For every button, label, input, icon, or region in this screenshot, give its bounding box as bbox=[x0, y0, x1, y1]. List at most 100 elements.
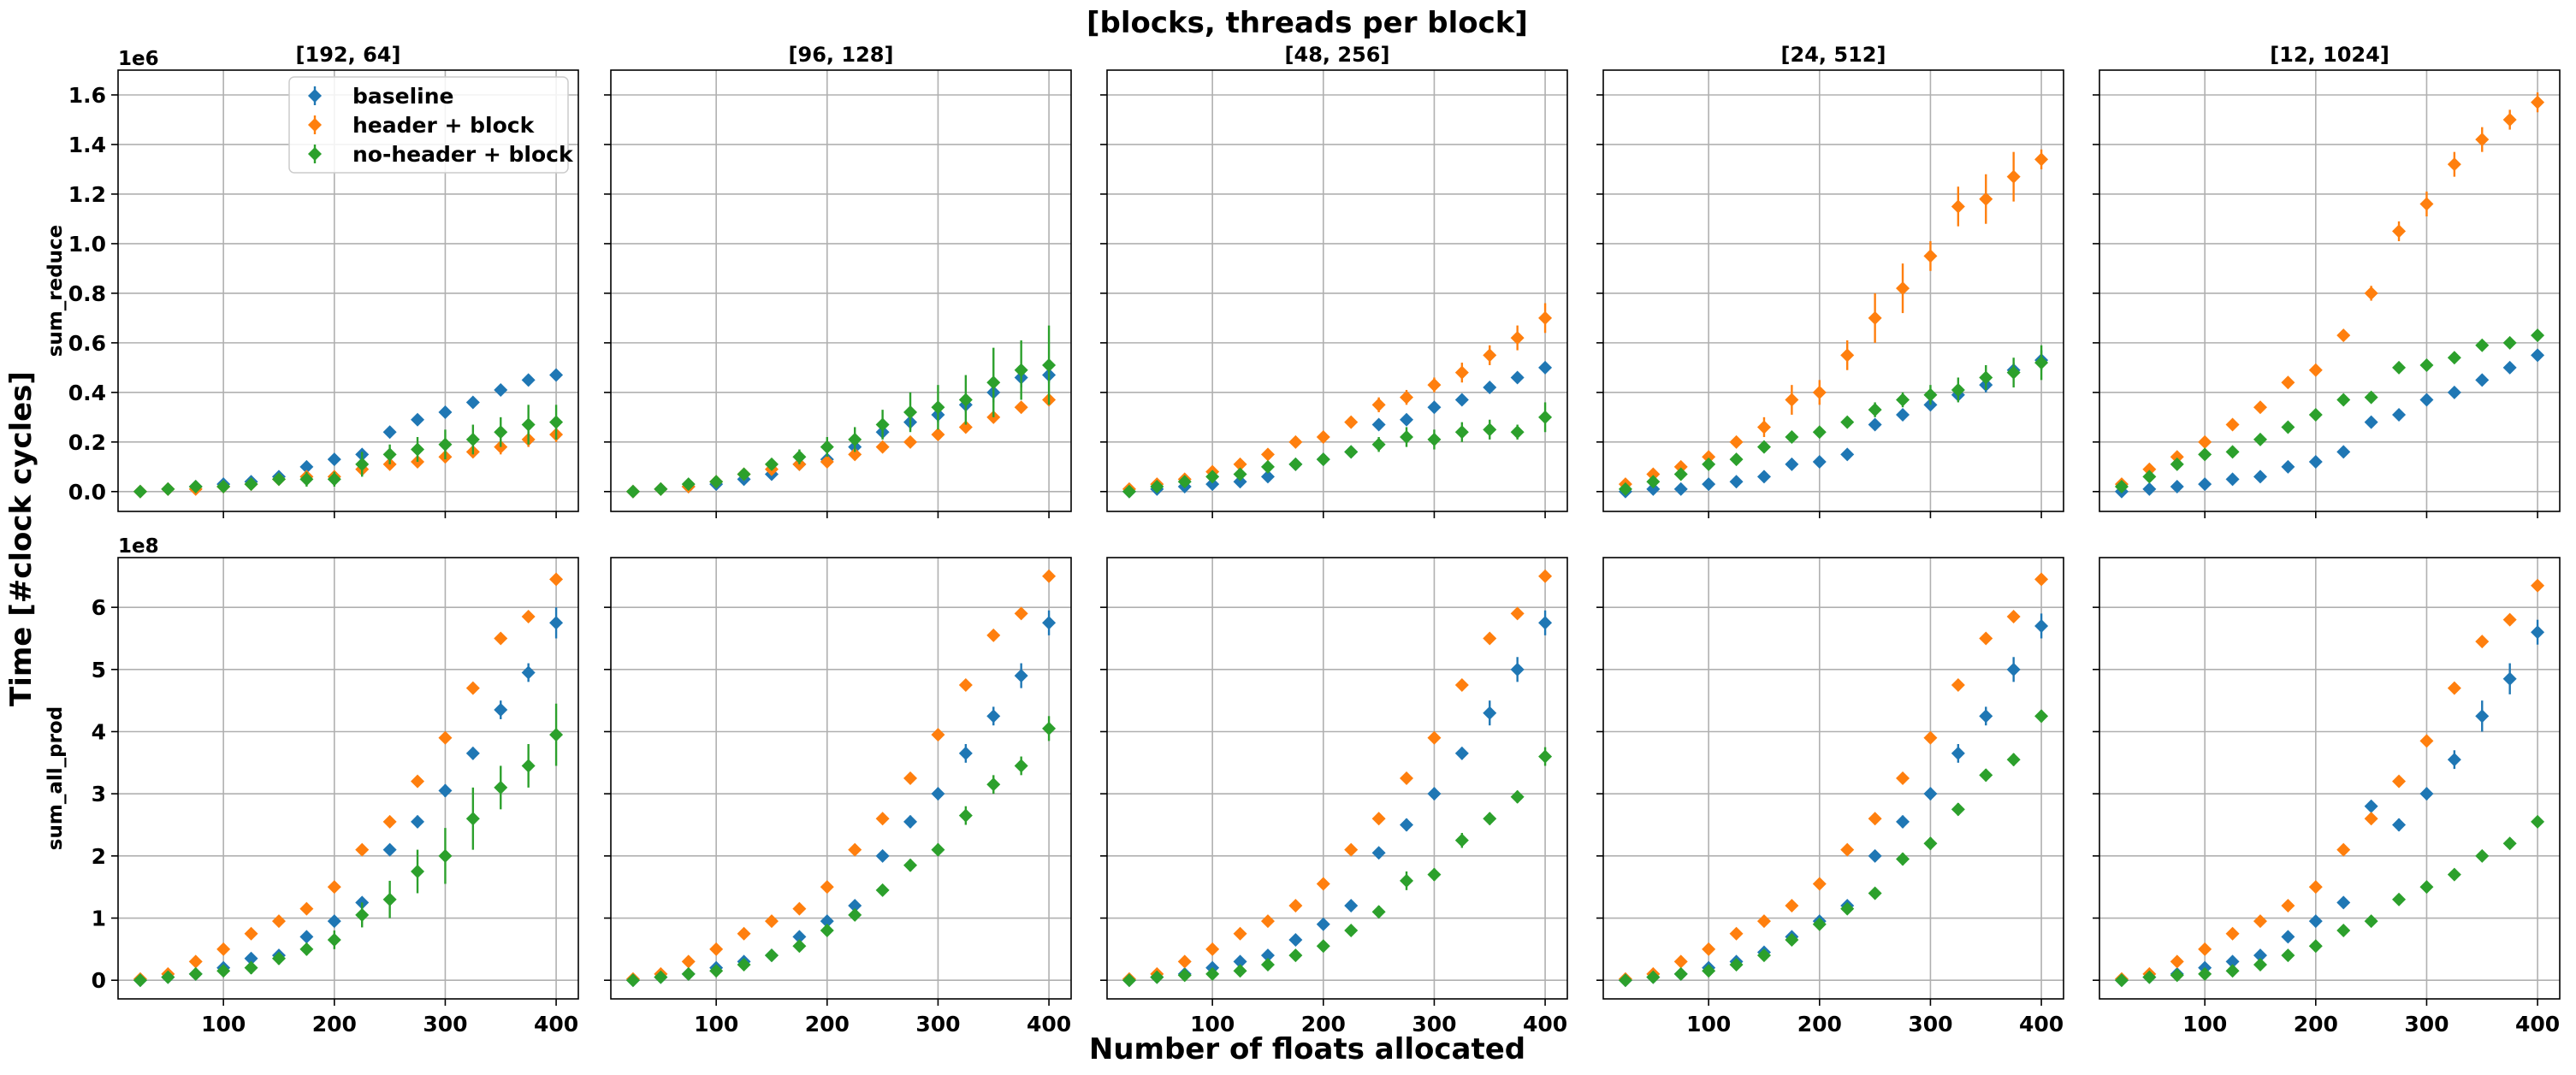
data-point bbox=[1673, 467, 1688, 481]
data-point bbox=[494, 703, 508, 718]
data-point bbox=[848, 432, 862, 446]
data-point bbox=[2447, 385, 2461, 399]
data-point bbox=[654, 970, 668, 984]
data-point bbox=[2034, 618, 2049, 633]
data-point bbox=[1288, 898, 1303, 913]
data-point bbox=[1233, 457, 1247, 471]
legend-entry-label: no-header + block bbox=[352, 142, 574, 167]
data-point bbox=[1427, 787, 1442, 801]
data-point bbox=[1260, 958, 1275, 972]
data-point bbox=[1812, 877, 1827, 891]
x-tick-label: 100 bbox=[2182, 1012, 2227, 1037]
data-point bbox=[1483, 631, 1497, 646]
data-point bbox=[2502, 112, 2517, 127]
data-point bbox=[299, 472, 314, 487]
data-point bbox=[1538, 410, 1553, 424]
data-point bbox=[1510, 789, 1525, 804]
data-point bbox=[2419, 197, 2434, 211]
data-point bbox=[1288, 948, 1303, 963]
data-point bbox=[1371, 437, 1386, 452]
data-point bbox=[1150, 970, 1164, 984]
data-point bbox=[986, 709, 1001, 724]
data-point bbox=[986, 777, 1001, 792]
panel-sum_all_prod-0: 0 1 2 3 4 5 6 100 200 300 400 bbox=[92, 557, 579, 1037]
legend-entry-label: header + block bbox=[352, 113, 536, 138]
data-point bbox=[1702, 457, 1716, 471]
data-point bbox=[1951, 199, 1965, 214]
data-point bbox=[2006, 753, 2021, 767]
data-point bbox=[1288, 932, 1303, 947]
data-point bbox=[2392, 224, 2407, 239]
data-point bbox=[1756, 948, 1771, 963]
data-point bbox=[931, 787, 945, 801]
data-point bbox=[1400, 771, 1414, 785]
panel-sum_reduce-4: [12, 1024] bbox=[2093, 43, 2561, 518]
data-point bbox=[2531, 578, 2545, 593]
data-point bbox=[2253, 948, 2267, 963]
data-point bbox=[1014, 400, 1028, 415]
legend-marker bbox=[308, 147, 322, 161]
data-point bbox=[1122, 973, 1136, 988]
data-point bbox=[709, 964, 724, 978]
data-point bbox=[1896, 852, 1910, 866]
data-point bbox=[1729, 958, 1744, 972]
data-point bbox=[1344, 924, 1359, 938]
data-point bbox=[1427, 400, 1442, 415]
panel-sum_reduce-0: 0.0 0.2 0.4 0.6 0.8 1.0 1.2 1.4 1.6 [192, 64] base… bbox=[68, 43, 579, 518]
data-point bbox=[521, 373, 536, 387]
x-tick-label: 300 bbox=[423, 1012, 467, 1037]
data-point bbox=[1400, 412, 1414, 427]
data-point bbox=[958, 808, 973, 823]
data-point bbox=[1729, 452, 1744, 467]
data-point bbox=[1951, 677, 1965, 692]
data-point bbox=[1868, 310, 1882, 325]
data-point bbox=[1812, 425, 1827, 440]
data-point bbox=[1454, 677, 1469, 692]
figure-suptitle: [blocks, threads per block] bbox=[1087, 6, 1528, 40]
data-point bbox=[382, 814, 397, 829]
data-point bbox=[1205, 470, 1220, 484]
data-point bbox=[820, 455, 834, 470]
data-point bbox=[2392, 407, 2407, 422]
data-point bbox=[2281, 948, 2295, 963]
column-title: [96, 128] bbox=[789, 43, 894, 67]
data-point bbox=[494, 425, 508, 440]
data-point bbox=[299, 901, 314, 916]
row-label-sum_reduce: sum_reduce bbox=[44, 225, 67, 357]
data-point bbox=[1673, 481, 1688, 496]
panel-grid: sum_reduce 1e6 0.0 0.2 0.4 0.6 0.8 1.0 1.2 1.4 1.6… bbox=[44, 43, 2561, 1037]
data-point bbox=[1454, 833, 1469, 848]
data-point bbox=[2225, 417, 2240, 432]
data-point bbox=[1454, 393, 1469, 407]
y-tick-label: 0.4 bbox=[68, 381, 106, 405]
data-point bbox=[625, 973, 640, 988]
panel-frame bbox=[2099, 69, 2561, 512]
data-point bbox=[1014, 759, 1028, 773]
data-point bbox=[1122, 484, 1136, 499]
data-point bbox=[299, 942, 314, 956]
data-point bbox=[299, 930, 314, 944]
data-point bbox=[2364, 415, 2378, 429]
data-point bbox=[792, 930, 807, 944]
data-point bbox=[2502, 671, 2517, 686]
data-point bbox=[1923, 836, 1938, 851]
panel-frame bbox=[1602, 69, 2064, 512]
y-offset-text: 1e6 bbox=[118, 48, 159, 70]
data-point bbox=[681, 954, 696, 969]
figure-xlabel: Number of floats allocated bbox=[1089, 1032, 1525, 1066]
x-tick-label: 300 bbox=[1412, 1012, 1456, 1037]
data-point bbox=[2253, 400, 2267, 415]
data-point bbox=[2198, 966, 2212, 981]
data-point bbox=[709, 942, 724, 956]
data-point bbox=[737, 958, 751, 972]
data-point bbox=[2419, 357, 2434, 372]
data-point bbox=[1510, 662, 1525, 676]
data-point bbox=[1014, 669, 1028, 683]
data-point bbox=[438, 730, 453, 745]
data-point bbox=[1896, 393, 1910, 407]
data-point bbox=[1923, 249, 1938, 263]
data-point bbox=[244, 960, 258, 975]
data-point bbox=[382, 892, 397, 907]
x-tick-label: 100 bbox=[201, 1012, 246, 1037]
